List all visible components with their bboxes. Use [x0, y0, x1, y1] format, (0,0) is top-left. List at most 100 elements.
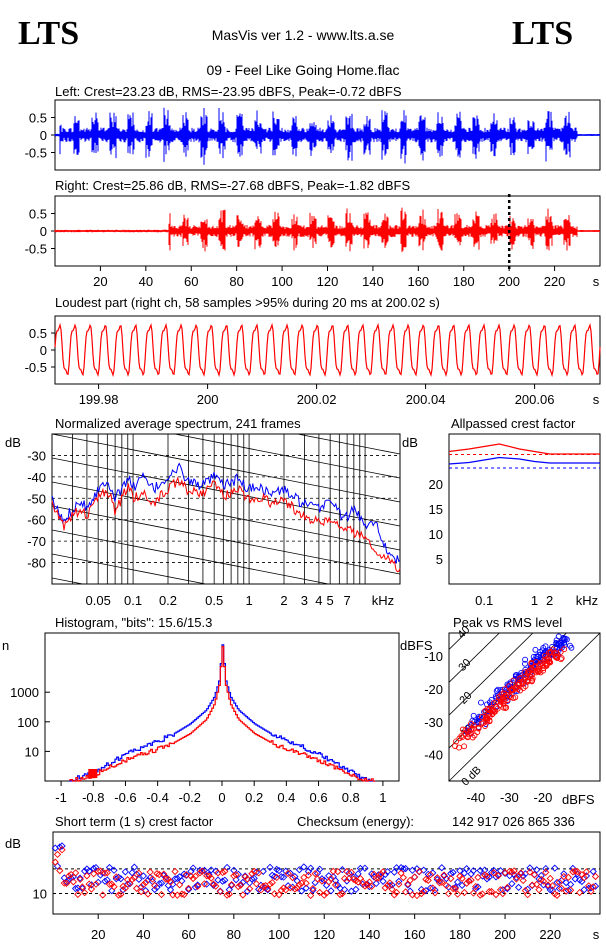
short-term-point — [447, 874, 455, 883]
short-term-point — [499, 889, 507, 898]
loudest-part-signal — [54, 322, 601, 378]
peak-rms-point — [491, 708, 498, 715]
short-term-point — [99, 891, 107, 899]
short-term-point — [243, 875, 252, 883]
short-term-point — [492, 890, 500, 899]
right-waveform-xtick-label: 140 — [362, 274, 384, 289]
short-term-point — [343, 867, 351, 876]
file-title: 09 - Feel Like Going Home.flac — [207, 62, 400, 78]
spectrum-slope-line — [52, 577, 85, 584]
short-term-point — [234, 870, 242, 878]
short-term-point — [302, 879, 310, 887]
short-term-point — [478, 872, 487, 880]
short-term-point — [526, 868, 534, 876]
peak-rms-point — [469, 734, 476, 741]
short-term-point — [243, 887, 252, 895]
peak-rms-point — [505, 682, 512, 689]
short-term-point — [431, 886, 439, 894]
peak-rms-point — [553, 654, 560, 661]
short-term-point — [300, 873, 308, 882]
histogram-series-red — [69, 645, 376, 782]
short-term-point — [514, 883, 523, 892]
short-term-point — [279, 873, 288, 881]
right-waveform-xtick-label: 160 — [407, 274, 429, 289]
short-term-point — [137, 887, 145, 896]
short-term-point — [92, 880, 100, 888]
short-term-point — [467, 876, 475, 884]
short-term-point — [404, 881, 412, 889]
short-term-point — [458, 881, 466, 890]
short-term-point — [555, 878, 563, 886]
short-term-point — [51, 858, 59, 866]
spectrum-slope-line — [52, 553, 208, 584]
histogram-xtick-label: 0.2 — [245, 790, 263, 805]
peak-rms-point — [508, 687, 515, 694]
short-term-point — [548, 882, 557, 890]
short-term-point — [377, 870, 385, 878]
short-term-point — [184, 885, 193, 894]
spectrum-ylabel: dB — [5, 435, 21, 450]
spectrum-slope-line — [172, 434, 400, 479]
short-term-point — [503, 883, 511, 892]
short-term-point — [209, 881, 218, 889]
peak-rms-point — [542, 652, 549, 659]
short-term-point — [155, 880, 163, 888]
short-term-point — [555, 884, 563, 893]
right-waveform-xtick-label: 20 — [93, 274, 107, 289]
short-term-point — [270, 872, 279, 881]
spectrum-ytick-label: -40 — [27, 470, 46, 485]
short-term-point — [361, 882, 369, 890]
short-term-point — [411, 873, 419, 881]
short-term-point — [166, 886, 175, 894]
short-term-point — [121, 884, 129, 892]
short-term-point — [442, 881, 450, 890]
spectrum-slope-line — [52, 505, 400, 575]
short-term-point — [110, 866, 118, 874]
right-waveform-xtick-label: 60 — [184, 274, 198, 289]
short-term-point — [406, 876, 414, 884]
short-term-point — [266, 863, 274, 871]
short-term-point — [487, 868, 496, 877]
short-term-point — [137, 883, 145, 891]
spectrum-frame — [51, 433, 401, 585]
short-term-point — [388, 885, 396, 893]
short-term-point — [438, 864, 446, 872]
short-term-point — [564, 886, 572, 895]
short-term-point — [417, 889, 426, 898]
short-term-point — [401, 864, 410, 873]
peak-rms-points-red — [452, 646, 568, 751]
right-waveform-ytick-label: -0.5 — [25, 242, 47, 257]
short-term-point — [139, 872, 148, 880]
short-term-point — [200, 880, 209, 888]
spectrum-xtick-label: 0.2 — [159, 593, 177, 608]
short-term-point — [338, 866, 346, 874]
short-term-point — [573, 867, 582, 876]
short-term-point — [284, 869, 292, 878]
short-term-xtick-label: 100 — [268, 927, 290, 942]
spectrum-slope-line — [52, 529, 331, 584]
short-term-point — [395, 880, 403, 888]
histogram-xtick-label: 1 — [379, 790, 386, 805]
short-term-ylabel: dB — [5, 836, 21, 851]
short-term-point — [221, 876, 229, 884]
short-term-point — [352, 885, 360, 894]
short-term-point — [397, 869, 405, 877]
right-waveform-xtick-label: 180 — [453, 274, 475, 289]
histogram-xtick-label: -0.6 — [114, 790, 136, 805]
short-term-point — [316, 888, 324, 897]
short-term-point — [236, 881, 245, 889]
right-waveform-xunit: s — [593, 274, 600, 289]
short-term-point — [94, 867, 102, 875]
short-term-point — [103, 869, 111, 877]
short-term-point — [411, 873, 419, 881]
short-term-point — [191, 872, 200, 880]
short-term-point — [438, 878, 446, 886]
short-term-point — [311, 869, 319, 878]
spectrum-slope-line — [52, 602, 400, 670]
peak-rms-point — [545, 658, 552, 665]
checksum-value: 142 917 026 865 336 — [452, 814, 575, 829]
short-term-point — [424, 876, 432, 884]
short-term-point — [453, 878, 462, 886]
short-term-point — [490, 869, 498, 877]
short-term-point — [345, 874, 353, 883]
